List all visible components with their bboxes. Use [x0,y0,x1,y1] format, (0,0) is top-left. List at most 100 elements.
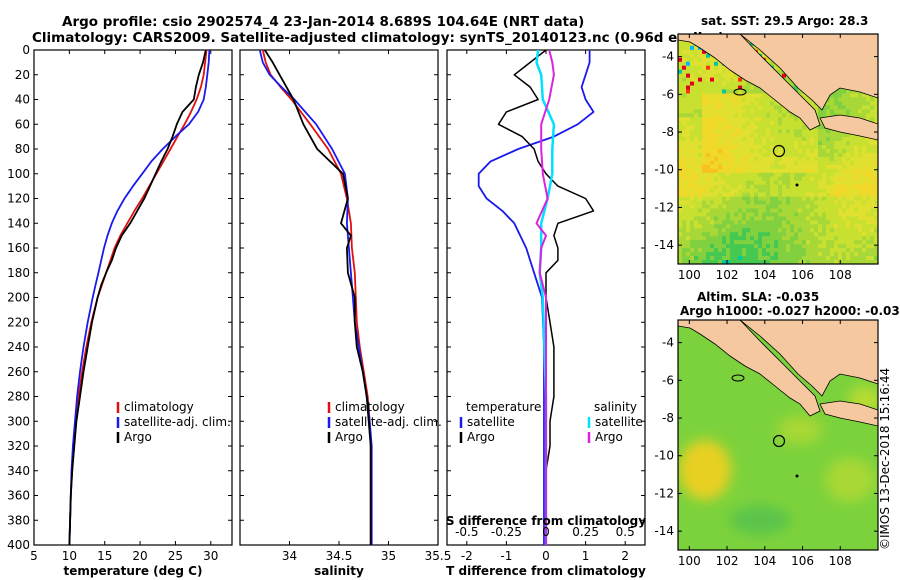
sst-cell [866,141,871,146]
sst-cell [722,129,727,134]
sst-cell [710,252,715,257]
sst-cell [694,168,699,174]
legend-title-temperature: temperature [466,400,541,414]
sst-cell [814,176,819,182]
sst-cell [870,188,875,193]
sst-cell [698,180,703,185]
sst-cell [714,220,719,225]
sst-cell [758,156,763,162]
sst-cell [754,228,759,233]
sst-cell [698,149,703,154]
sst-cell [750,93,755,98]
sst-cell [870,240,875,245]
sst-cell [722,156,727,162]
sst-cell [710,212,715,217]
sst-cell [846,260,851,264]
sst-cell [710,216,715,221]
sst-cell [714,260,719,264]
sst-cell [710,81,715,86]
sst-cell [722,172,727,178]
sst-cell [814,164,819,170]
sst-cell [758,164,763,170]
sst-cell [678,216,683,221]
sst-cell [706,232,711,237]
sst-cell [754,252,759,257]
sst-cell [842,172,847,178]
sst-cell [714,244,719,249]
sst-cell [714,200,719,205]
sst-cell [738,244,743,249]
sst-cell [686,117,691,122]
sst-cell [730,109,735,114]
sst-cell [694,192,699,197]
sst-cell [778,109,783,114]
sst-cell [782,256,787,261]
sst-cell [710,172,715,178]
sst-cell [734,133,739,138]
sst-cell [858,93,863,98]
sst-cell [782,117,787,122]
sst-cell [726,81,731,86]
sst-cell [826,192,831,197]
sst-cell [758,137,763,142]
sst-cell [794,152,799,158]
sst-cell [682,73,687,78]
sst-cell [730,252,735,257]
sst-cell [754,164,759,170]
sst-cell [710,97,715,102]
sst-cell [838,160,843,166]
sst-cell [730,228,735,233]
sst-cell [758,149,763,154]
sst-cell [766,228,771,233]
sst-cell [822,248,827,253]
sst-cell [838,252,843,257]
sst-cell [694,204,699,209]
sst-cell [718,93,723,98]
sst-cell [810,236,815,241]
sst-cell [742,101,747,106]
sst-cell [710,57,715,63]
sst-cell [718,141,723,146]
map-y-tick-label: -10 [654,163,674,177]
sst-cell [682,53,687,59]
map-x-tick-label: 106 [791,554,814,568]
sst-cell [786,180,791,185]
sst-cell [802,125,807,130]
sst-cell [794,184,799,189]
sst-cell [738,212,743,217]
sst-cell [742,248,747,253]
sst-cell [794,85,799,90]
sst-cell [750,208,755,213]
map-x-tick-label: 102 [716,268,739,282]
sst-cell [794,168,799,174]
sst-cell [678,109,683,114]
sst-cell [686,156,691,162]
sst-cell [686,125,691,130]
sst-cell [790,208,795,213]
sst-cell [762,248,767,253]
sst-cell [806,172,811,178]
sst-cell [754,141,759,146]
sst-cell [834,208,839,213]
sst-cell [790,200,795,205]
sst-cell [850,192,855,197]
sst-cell [726,89,731,94]
sst-cell [850,89,855,94]
sst-cell [846,256,851,261]
sst-cell [702,53,707,59]
sst-cell [758,256,763,261]
map-x-tick-label: 102 [716,554,739,568]
y-tick-label: 320 [7,439,30,453]
sst-cell [678,105,683,110]
sst-cell [854,236,859,241]
sst-cell [786,133,791,138]
sst-cell [678,252,683,257]
sst-cell [858,105,863,110]
sst-cell [858,200,863,205]
sst-cell [794,149,799,154]
sst-cell [702,216,707,221]
sst-cell [854,156,859,162]
sst-cell [814,160,819,166]
sst-cell [798,196,803,201]
sst-cell [818,204,823,209]
